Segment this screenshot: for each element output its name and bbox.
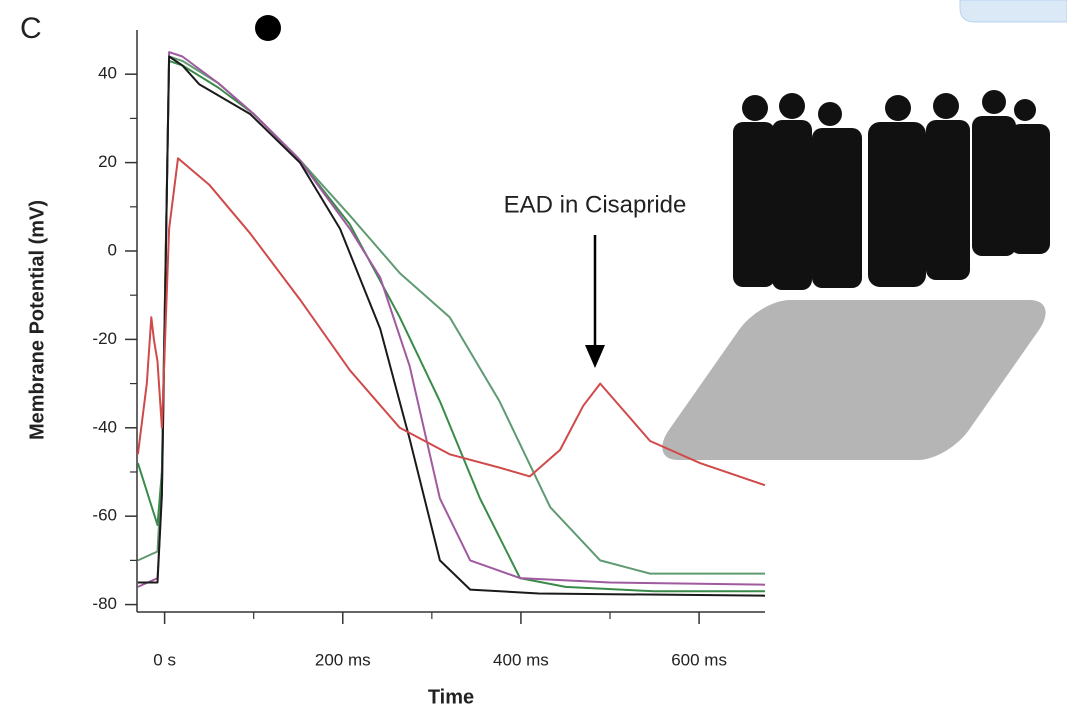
y-tick-label: -60 [92, 506, 117, 525]
x-tick-label: 200 ms [315, 650, 371, 669]
x-axis-label: Time [428, 686, 474, 708]
panel-label: C [20, 12, 42, 45]
x-tick-label: 600 ms [671, 650, 727, 669]
y-tick-label: -80 [92, 594, 117, 613]
series-line [136, 157, 766, 487]
dot-marker [255, 15, 281, 41]
annotation-arrowhead [585, 345, 605, 368]
y-axis-label: Membrane Potential (mV) [26, 200, 48, 440]
x-tick-label: 400 ms [493, 650, 549, 669]
y-tick-label: 0 [108, 240, 117, 259]
y-tick-label: 40 [98, 64, 117, 83]
y-tick-label: -20 [92, 329, 117, 348]
y-tick-label: -40 [92, 417, 117, 436]
x-tick-label: 0 s [153, 650, 176, 669]
corner-tab [959, 0, 1067, 23]
silhouettes [662, 90, 1050, 460]
y-tick-label: 20 [98, 152, 117, 171]
annotation: EAD in Cisapride [504, 191, 687, 218]
